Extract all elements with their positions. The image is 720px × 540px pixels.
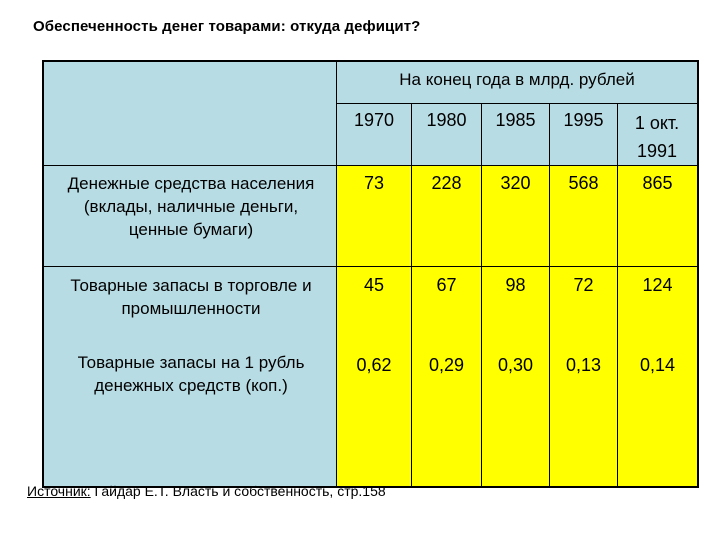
table-values-area: [337, 165, 697, 486]
table-header-band: [337, 62, 697, 165]
page-title: Обеспеченность денег товарами: откуда де…: [33, 18, 421, 35]
grid-line: [481, 104, 482, 486]
source-note: Источник: Гайдар Е.Т. Власть и собственн…: [27, 483, 386, 499]
year-header: 1980: [426, 110, 467, 130]
table-cell: 67: [436, 275, 457, 295]
year-header: 1 окт. 1991: [634, 113, 680, 161]
source-label: Источник:: [27, 483, 91, 499]
source-text: Гайдар Е.Т. Власть и собственность, стр.…: [90, 483, 386, 499]
grid-line: [337, 103, 697, 104]
grid-line: [336, 62, 337, 486]
table-cell: 228: [431, 173, 462, 193]
table-cell: 73: [363, 173, 385, 193]
grid-line: [549, 104, 550, 486]
table-cell: 0,62: [356, 355, 392, 375]
table-cell: 72: [573, 275, 594, 295]
table-cell: 320: [500, 173, 531, 193]
year-header: 1995: [563, 110, 604, 130]
grid-line: [617, 104, 618, 486]
grid-line: [411, 104, 412, 486]
table-label-column: [44, 62, 337, 486]
table-cell: 568: [568, 173, 599, 193]
row-label: Денежные средства населения (вклады, нал…: [67, 174, 315, 239]
data-table: На конец года в млрд. рублей 1970 1980 1…: [42, 60, 699, 488]
group-header: На конец года в млрд. рублей: [399, 70, 635, 89]
table-cell: 0,30: [497, 355, 534, 375]
row-label: Товарные запасы на 1 рубль денежных сред…: [77, 353, 305, 395]
table-cell: 0,13: [565, 355, 602, 375]
table-cell: 0,29: [428, 355, 465, 375]
table-cell: 865: [642, 173, 673, 193]
table-cell: 45: [363, 275, 385, 295]
table-cell: 98: [505, 275, 526, 295]
grid-line: [44, 266, 697, 267]
grid-line: [44, 165, 697, 166]
year-header: 1985: [495, 110, 536, 130]
table-cell: 124: [642, 275, 673, 295]
table-cell: 0,14: [639, 355, 676, 375]
row-label: Товарные запасы в торговле и промышленно…: [70, 276, 312, 318]
year-header: 1970: [353, 110, 395, 130]
